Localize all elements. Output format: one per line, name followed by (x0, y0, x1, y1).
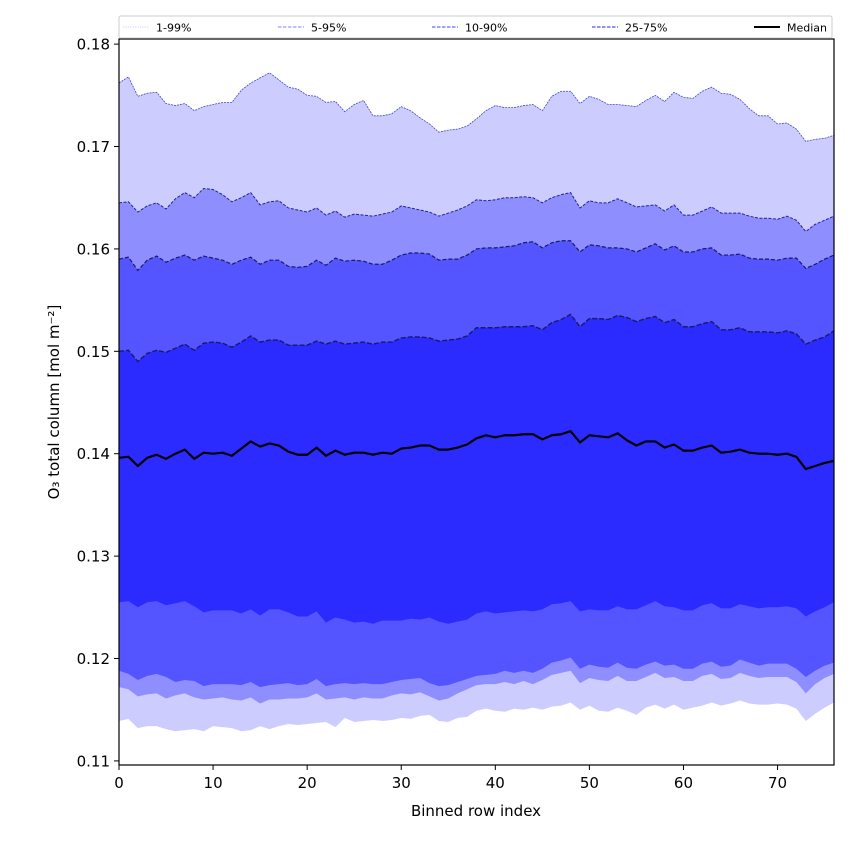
legend-label: Median (787, 22, 827, 35)
y-tick-label: 0.14 (77, 445, 110, 463)
legend-label: 25-75% (625, 22, 667, 35)
y-axis-label: O₃ total column [mol m⁻²] (45, 305, 63, 500)
percentile-lines (118, 72, 835, 471)
x-tick-label: 40 (486, 774, 505, 792)
x-tick-label: 70 (768, 774, 787, 792)
plot-frame (118, 38, 835, 766)
x-tick-label: 50 (580, 774, 599, 792)
legend-label: 5-95% (311, 22, 346, 35)
line-median (118, 430, 835, 471)
y-tick-label: 0.11 (77, 752, 110, 770)
x-axis-ticks: 0 10 20 30 40 50 60 70 (114, 765, 787, 792)
legend-label: 10-90% (465, 22, 507, 35)
x-tick-label: 20 (298, 774, 317, 792)
x-tick-label: 10 (204, 774, 223, 792)
line-p95 (118, 187, 835, 233)
y-tick-label: 0.18 (77, 36, 110, 54)
legend-box (118, 15, 833, 39)
y-tick-label: 0.13 (77, 548, 110, 566)
x-tick-label: 30 (392, 774, 411, 792)
y-tick-label: 0.16 (77, 240, 110, 258)
x-tick-label: 60 (674, 774, 693, 792)
legend: 1-99% 5-95% 10-90% 25-75% Median (118, 15, 833, 39)
line-p90 (118, 240, 835, 272)
y-tick-label: 0.12 (77, 650, 110, 668)
x-tick-label: 0 (114, 774, 124, 792)
line-p75 (118, 313, 835, 363)
line-p99 (118, 72, 835, 142)
percentile-bands (119, 72, 834, 732)
y-axis-ticks: 0.11 0.12 0.13 0.14 0.15 0.16 0.17 0.18 (77, 36, 119, 770)
legend-label: 1-99% (156, 22, 191, 35)
band-25-75 (119, 314, 834, 624)
x-axis-label: Binned row index (411, 802, 541, 820)
y-tick-label: 0.17 (77, 138, 110, 156)
y-tick-label: 0.15 (77, 343, 110, 361)
